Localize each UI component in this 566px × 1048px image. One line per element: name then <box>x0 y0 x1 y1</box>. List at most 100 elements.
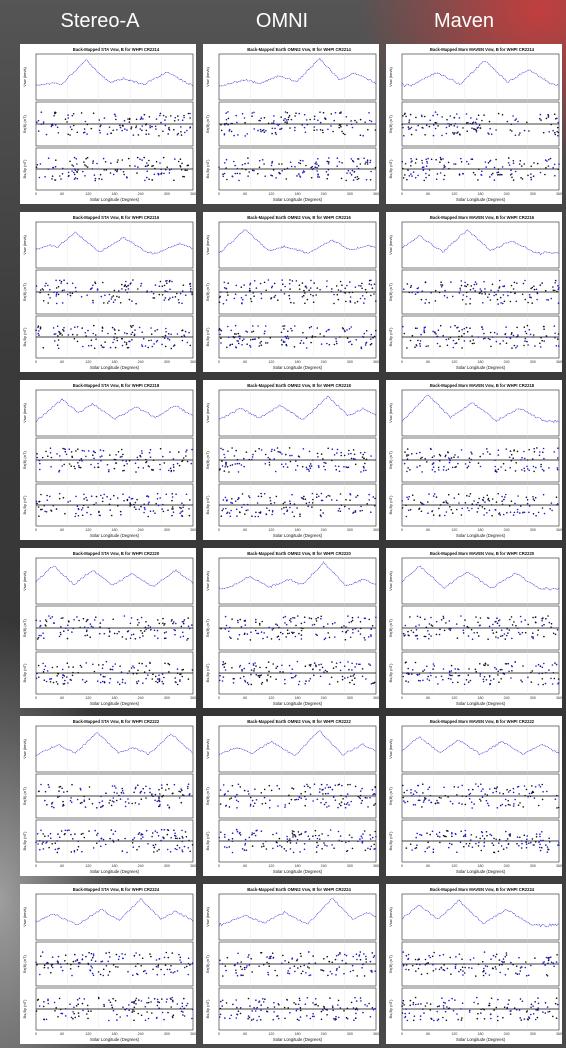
field-point <box>264 175 266 177</box>
field-point <box>128 459 131 462</box>
field-point <box>487 638 489 640</box>
field-point <box>523 163 526 165</box>
field-point <box>140 838 142 840</box>
field-point <box>168 806 171 809</box>
field-point <box>232 1003 234 1006</box>
field-point <box>501 173 503 176</box>
field-point <box>187 962 190 965</box>
field-point <box>362 335 364 338</box>
subplot-frame <box>35 725 194 773</box>
field-point <box>158 678 161 680</box>
field-point <box>344 806 347 809</box>
field-point <box>176 837 178 840</box>
field-point <box>540 839 542 842</box>
field-point <box>182 622 185 625</box>
field-point <box>349 681 351 684</box>
field-point <box>503 285 506 287</box>
field-point <box>374 970 376 972</box>
field-point <box>450 664 453 667</box>
field-point <box>268 957 270 960</box>
field-point <box>138 662 141 665</box>
field-point <box>294 129 296 132</box>
field-point <box>290 672 292 674</box>
field-point <box>477 501 479 504</box>
field-point <box>230 637 232 639</box>
field-point <box>219 333 221 336</box>
field-point <box>101 667 104 670</box>
field-point <box>369 1016 372 1018</box>
field-point <box>335 969 338 971</box>
field-point <box>522 665 524 667</box>
field-point <box>87 1008 89 1010</box>
field-point <box>270 286 273 289</box>
field-point <box>417 784 420 787</box>
field-point <box>480 173 482 176</box>
field-point <box>262 963 265 966</box>
field-point <box>333 293 335 296</box>
field-point <box>58 492 61 495</box>
field-point <box>189 117 191 119</box>
field-point <box>99 132 101 134</box>
field-point <box>57 961 59 963</box>
field-point <box>119 302 122 304</box>
field-point <box>360 835 363 837</box>
field-point <box>500 845 503 847</box>
field-point <box>291 280 294 282</box>
field-point <box>308 465 311 467</box>
field-point <box>60 459 62 461</box>
field-point <box>360 346 363 348</box>
field-point <box>489 683 491 686</box>
field-point <box>341 784 343 787</box>
field-point <box>327 329 329 331</box>
field-point <box>191 624 193 626</box>
field-point <box>335 955 338 957</box>
field-point <box>50 837 52 839</box>
field-point <box>286 841 289 843</box>
field-point <box>163 1018 165 1021</box>
field-point <box>370 338 372 340</box>
field-point <box>345 630 348 633</box>
field-point <box>416 638 419 640</box>
field-point <box>434 127 437 130</box>
field-point <box>149 126 151 129</box>
field-point <box>47 302 49 304</box>
field-point <box>516 511 519 513</box>
field-point <box>245 294 247 296</box>
field-point <box>43 1018 45 1021</box>
field-point <box>422 792 424 794</box>
field-point <box>52 504 55 507</box>
field-point <box>466 507 469 509</box>
field-point <box>461 795 464 797</box>
field-point <box>144 1019 147 1022</box>
field-point <box>148 159 150 162</box>
field-point <box>187 785 189 788</box>
field-point <box>505 830 507 833</box>
field-point <box>362 453 364 456</box>
field-point <box>218 166 220 168</box>
field-point <box>355 1012 357 1015</box>
field-point <box>51 175 54 177</box>
field-point <box>134 638 137 640</box>
field-point <box>109 509 111 511</box>
field-point <box>462 172 464 175</box>
field-point <box>225 461 227 464</box>
field-point <box>498 842 500 844</box>
field-point <box>329 970 332 973</box>
field-point <box>172 466 175 468</box>
field-point <box>527 676 529 679</box>
field-point <box>507 162 510 164</box>
field-point <box>54 1010 56 1012</box>
field-point <box>286 835 288 838</box>
field-point <box>258 447 260 450</box>
field-point <box>417 799 420 802</box>
field-point <box>171 619 173 621</box>
field-point <box>301 124 303 126</box>
field-point <box>365 178 368 181</box>
field-point <box>281 453 283 455</box>
field-point <box>289 619 291 622</box>
field-point <box>170 469 173 472</box>
field-point <box>269 458 271 460</box>
field-point <box>445 469 448 472</box>
field-point <box>489 453 491 455</box>
field-point <box>42 848 45 850</box>
